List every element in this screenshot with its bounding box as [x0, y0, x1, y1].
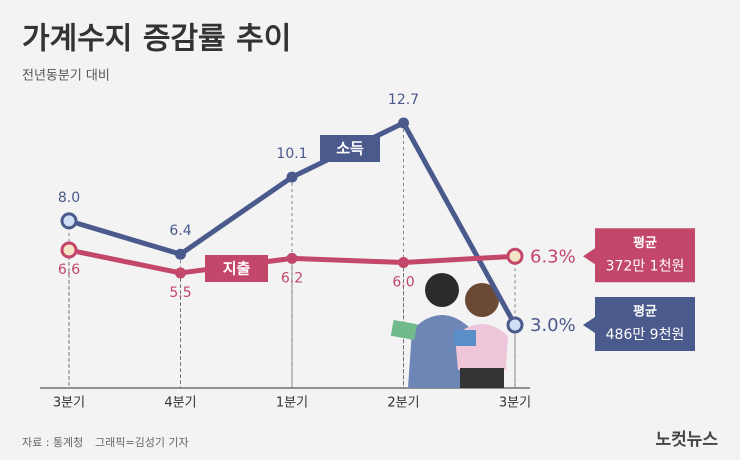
point: [506, 247, 524, 265]
value-label: 6.6: [58, 262, 80, 278]
point: [175, 267, 186, 279]
series-name-box: [205, 255, 268, 282]
callout-box: [583, 297, 695, 351]
series-name: 소득: [336, 140, 364, 158]
value-label: 3.0%: [530, 315, 576, 336]
x-tick-label: 1분기: [276, 396, 308, 411]
chart-subtitle: 전년동분기 대비: [22, 69, 110, 84]
point: [506, 316, 524, 334]
point: [60, 212, 78, 230]
x-tick-label: 2분기: [387, 396, 419, 411]
x-tick-label: 4분기: [164, 396, 196, 411]
callout-label: 평균: [633, 304, 657, 320]
series-name-box: [320, 135, 380, 162]
credit: 그래픽=김성기 기자: [95, 436, 189, 449]
point: [286, 171, 298, 183]
value-label: 5.5: [169, 285, 191, 301]
value-label: 6.3%: [530, 246, 576, 267]
x-tick-label: 3분기: [53, 396, 85, 411]
callout-value: 486만 9천원: [606, 327, 685, 343]
source: 자료 : 통계청: [22, 436, 83, 449]
callout-box: [583, 228, 695, 283]
value-label: 6.4: [169, 223, 191, 239]
value-label: 6.0: [392, 275, 414, 291]
chart-title: 가계수지 증감률 추이: [22, 22, 291, 57]
point: [60, 241, 78, 259]
point: [398, 117, 409, 129]
x-tick-label: 3분기: [499, 396, 531, 411]
value-label: 6.2: [281, 270, 303, 286]
value-label: 8.0: [58, 190, 80, 206]
value-label: 12.7: [388, 92, 419, 108]
illustration: [390, 273, 508, 388]
point: [286, 252, 298, 264]
callout-label: 평균: [633, 235, 657, 251]
logo: 노컷뉴스: [655, 430, 718, 450]
point: [398, 257, 409, 269]
point: [175, 248, 186, 260]
callout-value: 372만 1천원: [606, 258, 685, 274]
series-name: 지출: [223, 260, 251, 278]
value-label: 10.1: [276, 146, 307, 162]
